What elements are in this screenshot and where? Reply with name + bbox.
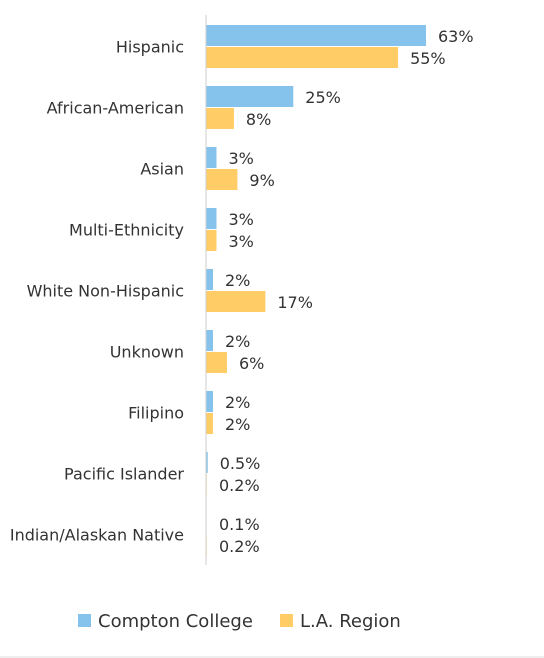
category-label: Multi-Ethnicity — [69, 221, 184, 240]
legend-label-compton: Compton College — [98, 611, 253, 632]
compton-value-label: 3% — [228, 149, 253, 168]
la-region-bar — [206, 230, 217, 251]
la-region-value-label: 8% — [246, 110, 271, 129]
la-region-value-label: 3% — [228, 232, 253, 251]
la-region-bar — [206, 169, 238, 190]
compton-bar — [206, 25, 426, 46]
category-label: Unknown — [110, 343, 184, 362]
compton-value-label: 25% — [305, 88, 341, 107]
la-region-value-label: 0.2% — [219, 537, 260, 556]
category-label: African-American — [47, 99, 184, 118]
compton-bar — [206, 208, 217, 229]
legend-swatch-compton — [78, 614, 91, 627]
compton-value-label: 63% — [438, 27, 474, 46]
compton-bar — [206, 147, 217, 168]
la-region-value-label: 2% — [225, 415, 250, 434]
value-labels: 63% 55% 25% 8% 3% 9% 3% 3% 2% 17% 2% 6% 2% 2% 0.5% 0.2%… — [219, 27, 474, 556]
compton-bar — [206, 330, 213, 351]
compton-value-label: 2% — [225, 332, 250, 351]
la-region-bar — [206, 291, 266, 312]
la-region-bar — [206, 413, 213, 434]
category-label: White Non-Hispanic — [27, 282, 184, 301]
category-label: Asian — [140, 160, 184, 179]
category-label: Filipino — [128, 404, 184, 423]
la-region-value-label: 6% — [239, 354, 264, 373]
category-labels: Hispanic African-American Asian Multi-Ethni… — [10, 38, 185, 545]
la-region-value-label: 0.2% — [219, 476, 260, 495]
compton-bar — [206, 86, 294, 107]
compton-value-label: 2% — [225, 393, 250, 412]
compton-value-label: 2% — [225, 271, 250, 290]
bottom-divider — [0, 656, 544, 658]
la-region-value-label: 9% — [249, 171, 274, 190]
legend-swatch-la-region — [280, 614, 293, 627]
compton-value-label: 3% — [228, 210, 253, 229]
la-region-bar — [206, 352, 227, 373]
category-label: Indian/Alaskan Native — [10, 526, 184, 545]
bars — [206, 25, 426, 556]
legend: Compton College L.A. Region — [78, 611, 401, 632]
category-label: Hispanic — [116, 38, 184, 57]
la-region-bar — [206, 108, 234, 129]
compton-value-label: 0.5% — [220, 454, 261, 473]
compton-value-label: 0.1% — [219, 515, 260, 534]
la-region-value-label: 55% — [410, 49, 446, 68]
compton-bar — [206, 269, 213, 290]
legend-label-la-region: L.A. Region — [300, 611, 401, 632]
category-label: Pacific Islander — [64, 465, 184, 484]
la-region-bar — [206, 47, 399, 68]
compton-bar — [206, 452, 208, 473]
compton-bar — [206, 391, 213, 412]
la-region-value-label: 17% — [277, 293, 313, 312]
